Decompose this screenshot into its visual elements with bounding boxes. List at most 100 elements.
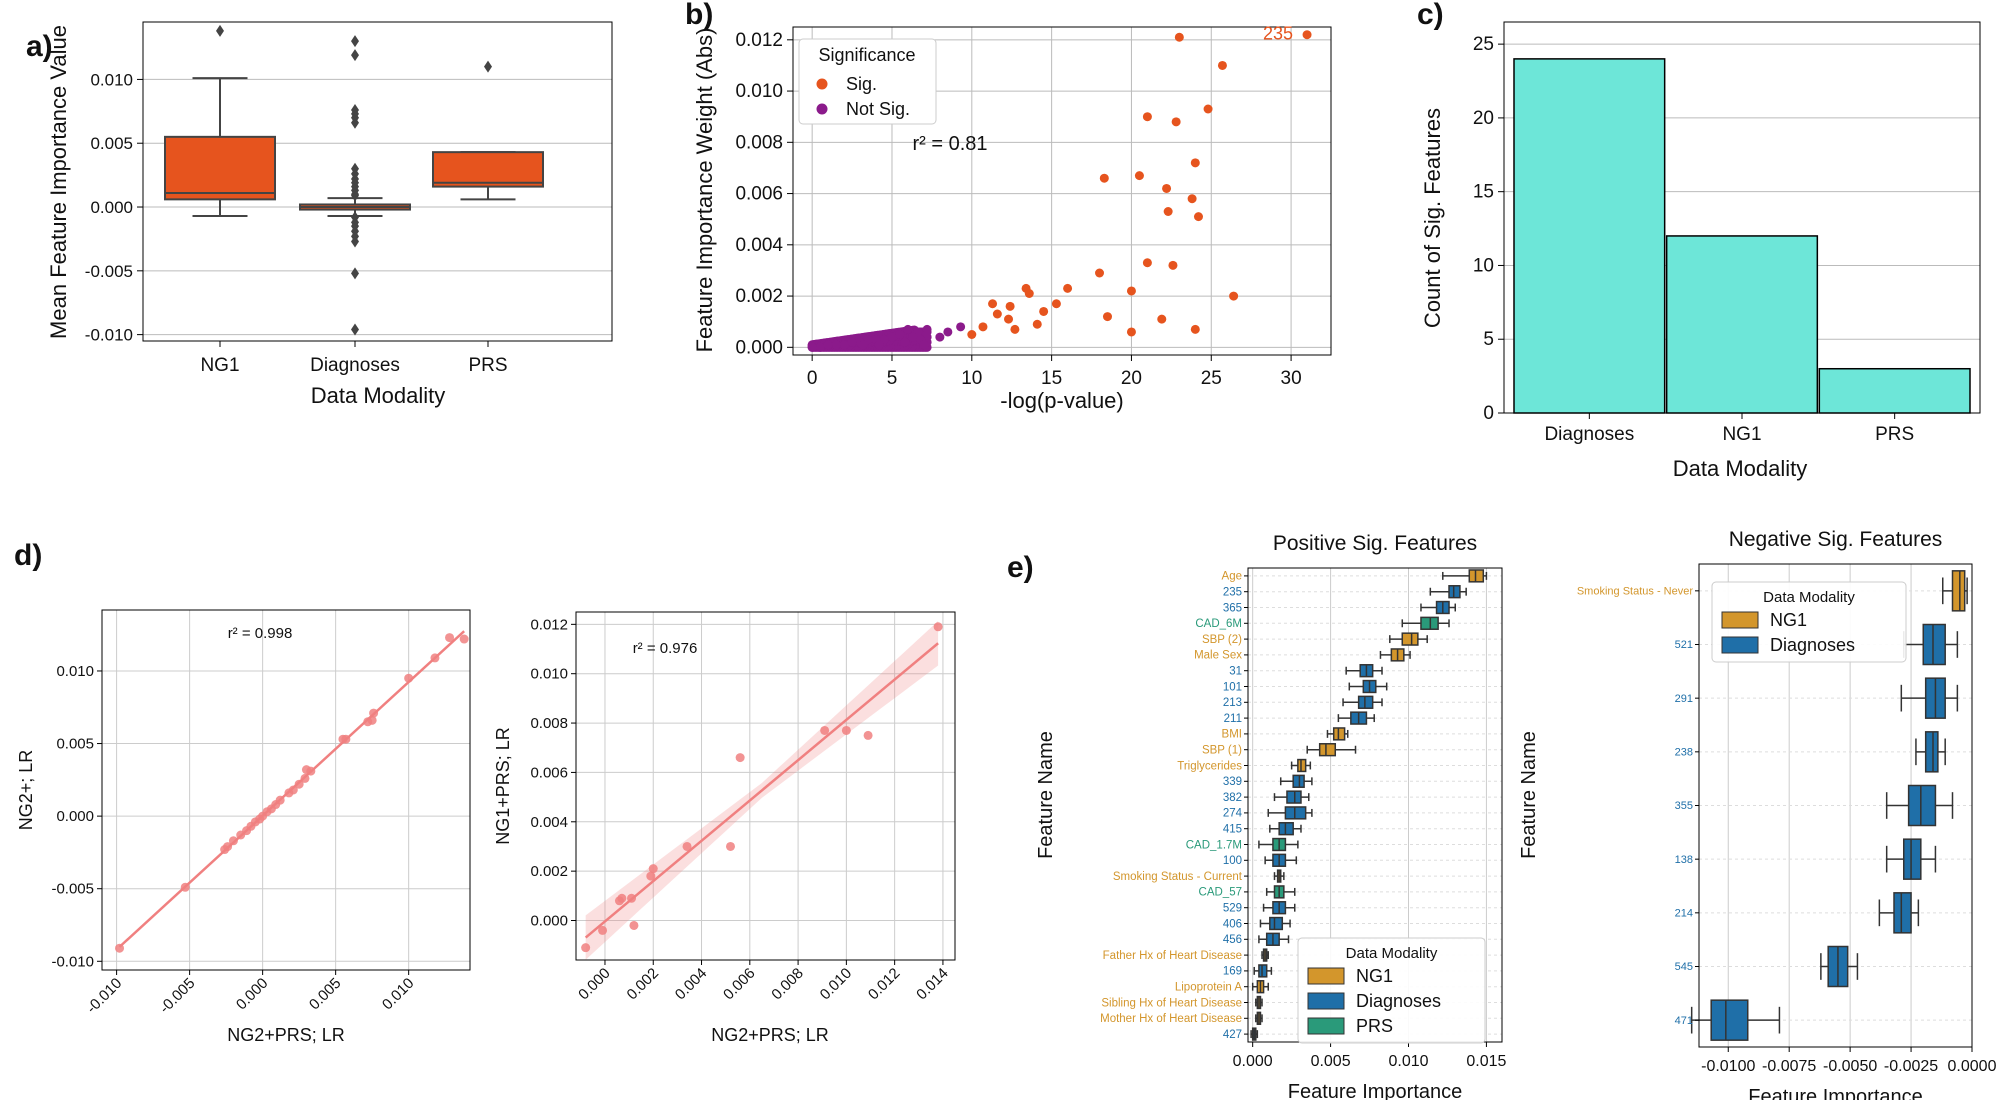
box-rect [1297, 758, 1307, 773]
feature-label: 31 [1229, 666, 1242, 678]
x-tick-label-b: 25 [1201, 368, 1222, 389]
feature-box-e1 [1248, 774, 1502, 788]
x-axis-label-d2: NG2+PRS; LR [711, 1025, 829, 1045]
sig-point [1010, 324, 1020, 334]
box-rect [1924, 731, 1939, 773]
axes-frame-d1 [101, 609, 471, 971]
sig-point [1171, 117, 1181, 127]
sig-point [1163, 207, 1173, 216]
x-tick-label-d2: 0.010 [817, 965, 856, 1004]
sig-point [1095, 268, 1105, 278]
y-tick-label-d2: 0.012 [530, 616, 568, 633]
x-axis-label-e2: Feature Importance [1748, 1086, 1923, 1100]
sig-point [1134, 171, 1144, 181]
x-axis-label-c: Data Modality [1673, 456, 1808, 481]
feature-box-e1 [1248, 600, 1502, 615]
box-rect [1278, 822, 1294, 836]
x-axis-label-e1: Feature Importance [1288, 1081, 1463, 1100]
feature-box-e1 [1248, 837, 1502, 852]
feature-box-e1 [1248, 664, 1502, 678]
box-rect [1710, 999, 1749, 1041]
y-axis-label-e1: Feature Name [1035, 731, 1057, 859]
x-tick-label-e2: -0.0075 [1762, 1058, 1816, 1075]
legend-box-e1 [1297, 937, 1486, 1044]
feature-label: CAD_57 [1199, 887, 1242, 899]
sig-point [1190, 324, 1200, 334]
feature-box-e2 [1699, 838, 1972, 880]
data-point [367, 715, 377, 725]
x-tick-label-d1: 0.010 [379, 975, 418, 1014]
y-tick-label-b: 0.012 [735, 30, 783, 51]
panel-label-d: d) [14, 539, 42, 572]
x-tick-label-e1: 0.000 [1233, 1053, 1273, 1070]
points-d1 [115, 633, 469, 953]
axes-frame-e2 [1698, 563, 1973, 1048]
feature-box-e1 [1248, 679, 1502, 694]
feature-box-e1 [1248, 869, 1502, 883]
box-rect [1893, 892, 1912, 934]
box-rect [1922, 623, 1946, 666]
r2-annotation-d2: r² = 0.976 [633, 640, 698, 657]
y-tick-label-b: 0.008 [735, 132, 783, 153]
feature-label: 213 [1223, 697, 1242, 709]
data-point [863, 730, 873, 740]
box-prs [432, 60, 544, 201]
x-tick-label-e2: 0.0000 [1948, 1058, 1997, 1075]
legend-swatch-diagnoses [1721, 636, 1759, 654]
x-tick-label-a: NG1 [200, 355, 239, 376]
feature-label: Lipoprotein A [1175, 982, 1242, 994]
feature-label: 138 [1675, 854, 1693, 866]
sig-point [1203, 104, 1213, 114]
feature-label: SBP (1) [1202, 745, 1242, 757]
box-rect [1448, 585, 1461, 599]
sig-point [1126, 327, 1136, 337]
sig-point [1142, 258, 1152, 268]
sig-point [1157, 314, 1167, 324]
data-point [725, 841, 735, 851]
feature-box-e1 [1248, 632, 1502, 646]
nonsig-point [847, 337, 857, 347]
sig-point [978, 322, 988, 332]
y-tick-label-a: -0.010 [85, 326, 133, 345]
x-tick-label-d2: 0.002 [624, 965, 663, 1004]
feature-label: Age [1222, 571, 1242, 583]
legend-label-diagnoses: Diagnoses [1770, 635, 1855, 655]
y-tick-label-b: 0.004 [735, 235, 783, 256]
feature-label: 291 [1675, 693, 1693, 705]
x-tick-label-e1: 0.010 [1388, 1053, 1428, 1070]
x-axis-label-a: Data Modality [311, 383, 446, 408]
sig-point [1004, 314, 1014, 324]
feature-box-e1 [1248, 901, 1502, 915]
data-point [933, 622, 943, 632]
legend-label-prs: PRS [1356, 1016, 1393, 1036]
data-point [288, 785, 298, 795]
outlier-marker [351, 35, 359, 48]
nonsig-point [823, 340, 833, 350]
data-point [341, 734, 351, 744]
box-rect [1468, 569, 1485, 583]
legend-marker-nonsig [816, 103, 828, 115]
feature-label: 456 [1223, 934, 1242, 946]
y-tick-label-d2: 0.000 [530, 913, 568, 930]
nonsig-point [858, 340, 868, 350]
box-rect [1269, 916, 1284, 931]
feature-label: 355 [1675, 800, 1693, 812]
x-tick-label-b: 20 [1121, 368, 1142, 389]
box-rect [1903, 838, 1922, 880]
x-tick-label-c: PRS [1875, 424, 1914, 445]
box-rect [1258, 964, 1268, 978]
x-tick-label-d2: 0.006 [720, 965, 759, 1004]
sig-point [1024, 289, 1034, 298]
feature-label: 235 [1223, 587, 1242, 599]
outlier-marker [351, 49, 359, 62]
feature-label: SBP (2) [1202, 634, 1242, 646]
feature-box-e2 [1699, 731, 1972, 773]
legend-label-sig: Sig. [846, 74, 877, 94]
x-tick-label-d2: 0.004 [672, 965, 711, 1004]
feature-label: 365 [1223, 602, 1242, 614]
outlier-marker [484, 60, 492, 73]
feature-box-e2 [1699, 784, 1972, 827]
feature-box-e1 [1248, 711, 1502, 725]
nonsig-point [908, 332, 918, 342]
feature-box-e1 [1248, 790, 1502, 804]
